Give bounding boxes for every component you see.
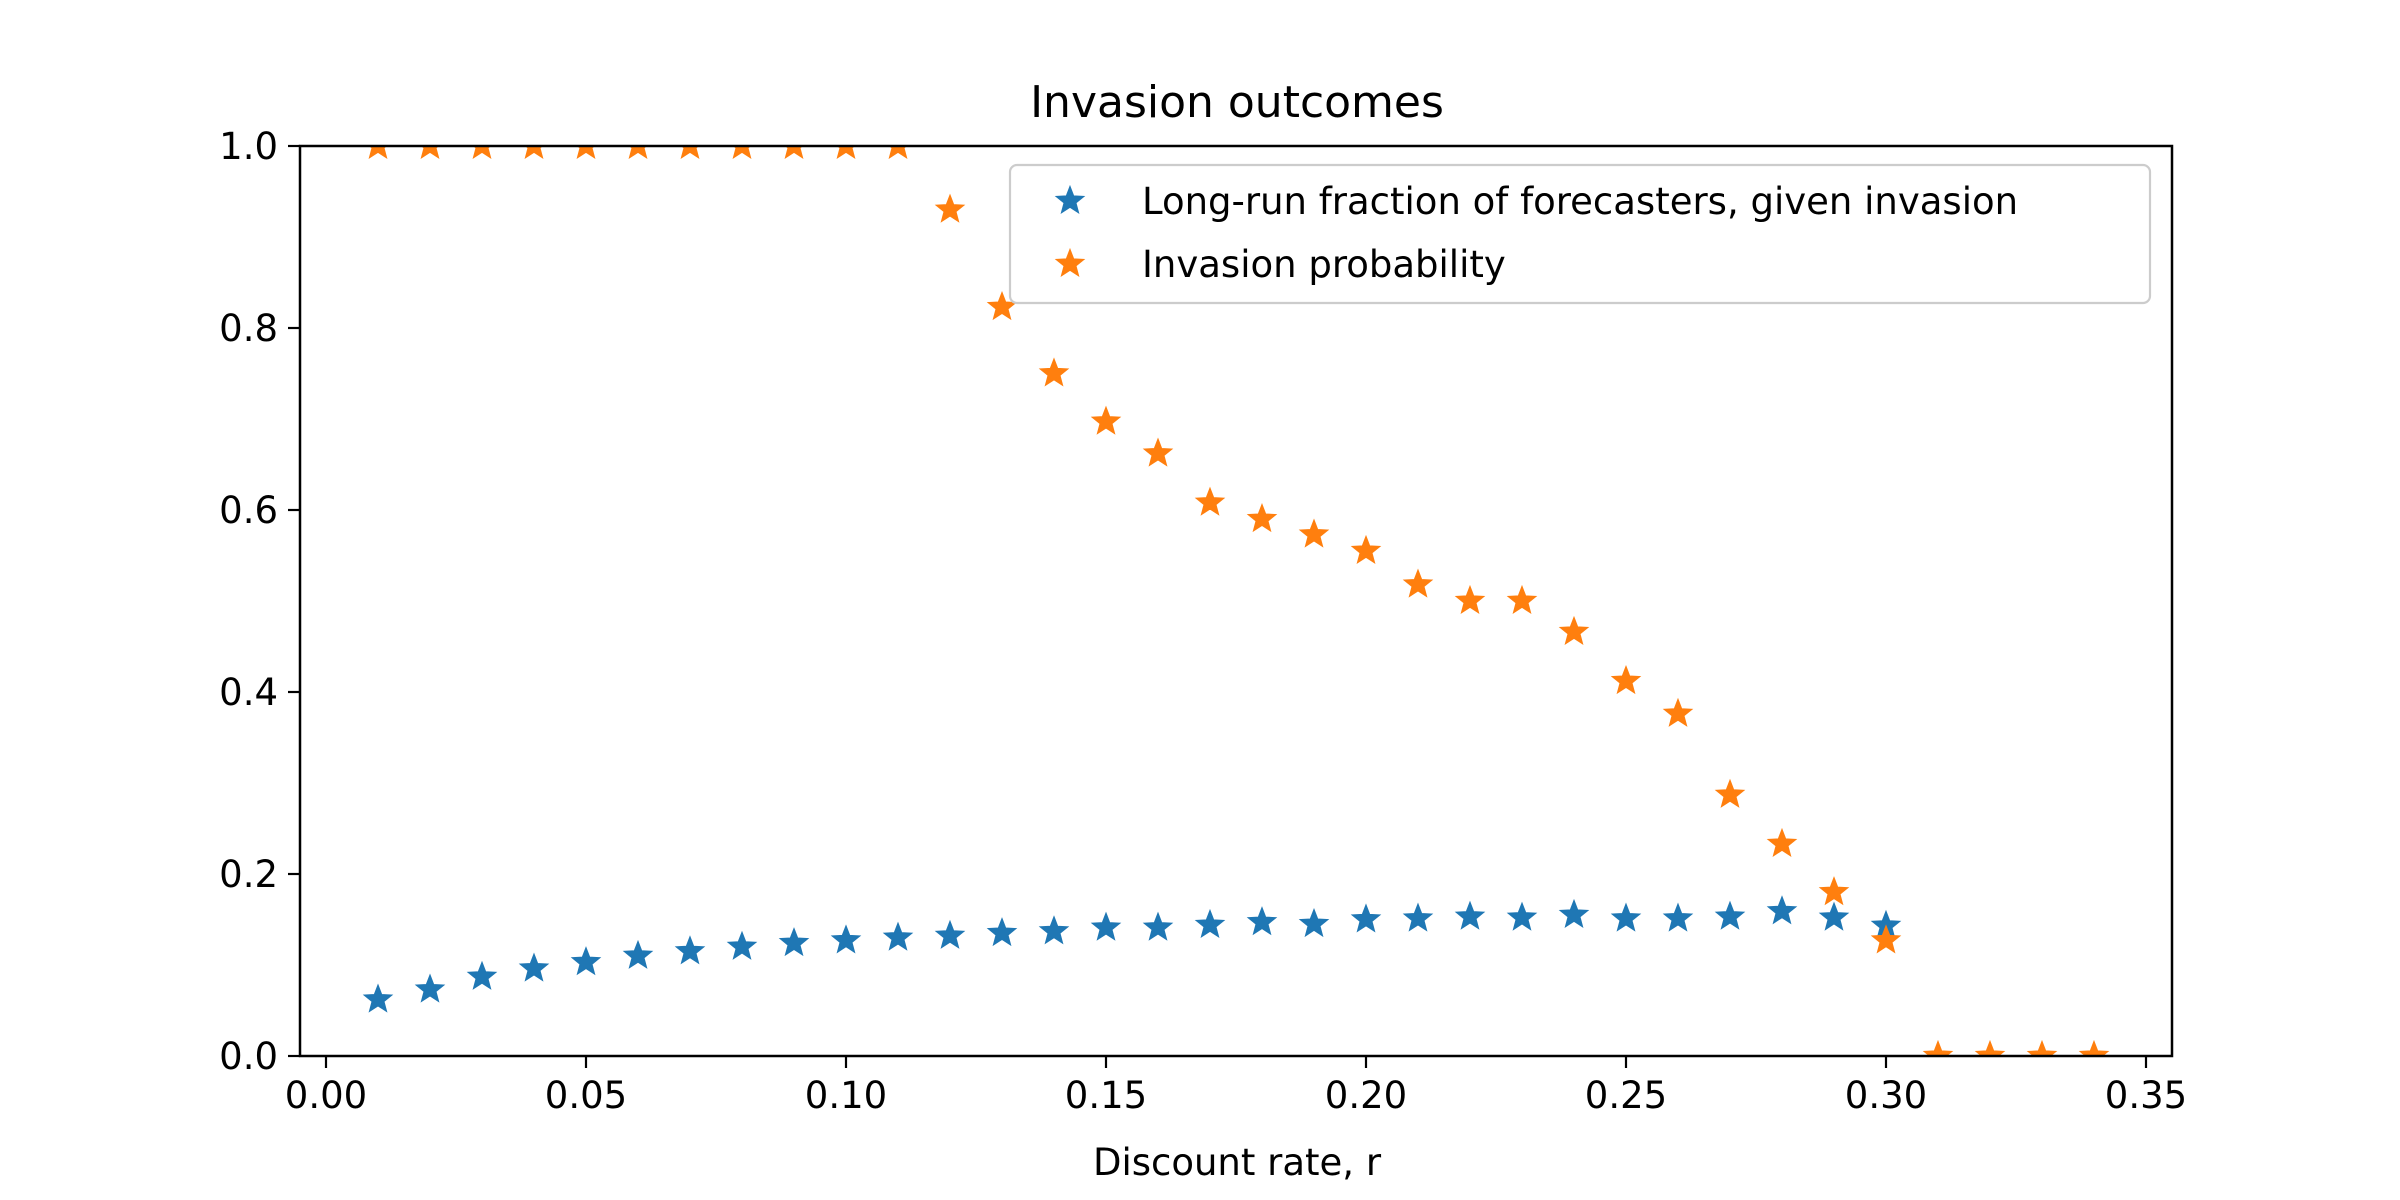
data-point [784, 146, 804, 160]
legend: Long-run fraction of forecasters, given … [1008, 163, 2152, 305]
data-point [472, 146, 492, 160]
data-point [1610, 664, 1642, 695]
data-point [1350, 903, 1382, 933]
legend-marker [1054, 184, 1086, 215]
data-point [1922, 1039, 1954, 1056]
data-point [1818, 876, 1850, 906]
data-point [1402, 902, 1434, 932]
data-point [934, 919, 966, 949]
data-point [1090, 405, 1122, 435]
x-tick-label: 0.20 [1325, 1074, 1407, 1117]
data-point [882, 921, 914, 951]
x-tick-label: 0.05 [545, 1074, 627, 1117]
data-point [830, 924, 862, 954]
data-point [732, 146, 752, 160]
data-point [1870, 924, 1902, 954]
data-point [986, 917, 1018, 947]
data-point [1194, 486, 1226, 516]
axes-frame [298, 144, 2174, 1058]
y-tick-label: 0.0 [219, 1035, 278, 1078]
y-axis: 0.0 0.2 0.4 0.6 0.8 1.0 [219, 125, 300, 1078]
data-point [1298, 518, 1330, 548]
y-tick-label: 0.2 [219, 853, 278, 896]
data-point [674, 935, 706, 965]
data-point [1246, 503, 1278, 533]
data-point [836, 146, 856, 160]
x-axis: 0.00 0.05 0.10 0.15 0.20 0.25 0.30 0.35 [285, 1056, 2187, 1117]
legend-marker [1054, 247, 1086, 278]
data-point [1662, 697, 1694, 727]
legend-label: Long-run fraction of forecasters, given … [1142, 180, 2018, 223]
data-point [1714, 778, 1746, 808]
data-point [986, 290, 1018, 321]
data-point [1558, 615, 1590, 645]
x-tick-label: 0.30 [1845, 1074, 1927, 1117]
data-point [414, 973, 446, 1003]
data-point [1558, 898, 1590, 928]
data-point [1454, 584, 1486, 615]
x-axis-label: Discount rate, r [1093, 1141, 1382, 1184]
data-point [576, 146, 596, 160]
data-point [1662, 902, 1694, 932]
data-point [1038, 915, 1070, 945]
data-point [1142, 437, 1174, 467]
data-point [1454, 900, 1486, 930]
data-point [362, 983, 394, 1013]
data-point [518, 952, 550, 982]
data-point [2026, 1039, 2058, 1056]
x-tick-label: 0.15 [1065, 1074, 1147, 1117]
x-tick-label: 0.35 [2105, 1074, 2187, 1117]
data-point [1610, 902, 1642, 932]
data-point [1350, 534, 1382, 564]
legend-label: Invasion probability [1142, 243, 1506, 286]
x-tick-label: 0.10 [805, 1074, 887, 1117]
data-point [1506, 584, 1538, 615]
series-invasion-probability [368, 146, 2110, 1056]
chart-title: Invasion outcomes [1030, 77, 1444, 128]
data-point [1194, 908, 1226, 938]
data-point [628, 146, 648, 160]
data-point [368, 146, 388, 160]
y-tick-label: 0.8 [219, 307, 278, 350]
y-tick-label: 1.0 [219, 125, 278, 168]
data-point [726, 930, 758, 960]
data-point [420, 146, 440, 160]
data-point [524, 146, 544, 160]
data-point [466, 960, 498, 990]
data-point [2078, 1039, 2110, 1056]
y-tick-label: 0.6 [219, 489, 278, 532]
legend-box [1008, 163, 2152, 305]
data-point [1766, 895, 1798, 925]
data-point [1714, 900, 1746, 930]
data-point [1142, 911, 1174, 941]
x-tick-label: 0.25 [1585, 1074, 1667, 1117]
data-point [1818, 901, 1850, 931]
plot-area [362, 146, 2110, 1056]
data-point [680, 146, 700, 160]
data-point [1506, 901, 1538, 931]
data-point [1246, 906, 1278, 936]
data-point [570, 946, 602, 976]
data-point [1766, 827, 1798, 857]
x-tick-label: 0.00 [285, 1074, 367, 1117]
data-point [888, 146, 908, 160]
data-point [934, 193, 966, 223]
data-point [1038, 357, 1070, 387]
data-point [1402, 568, 1434, 598]
data-point [778, 927, 810, 957]
data-point [1090, 911, 1122, 941]
y-tick-label: 0.4 [219, 671, 278, 714]
data-point [622, 939, 654, 969]
data-point [1298, 907, 1330, 938]
series-fraction-forecasters [362, 895, 1902, 1013]
data-point [1974, 1039, 2006, 1056]
